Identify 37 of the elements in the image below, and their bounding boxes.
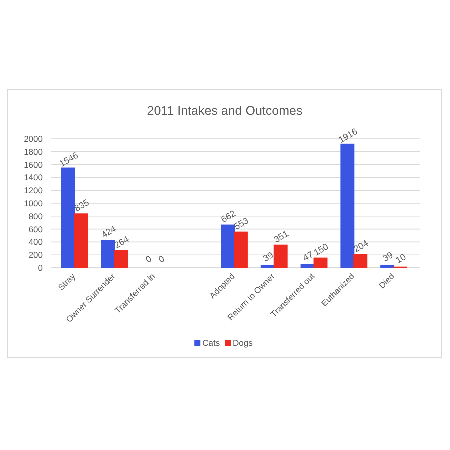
data-label: 39 bbox=[262, 250, 276, 264]
bar bbox=[114, 250, 128, 268]
data-label: 1916 bbox=[337, 126, 360, 146]
y-tick-label: 400 bbox=[28, 237, 44, 248]
data-label: 1546 bbox=[58, 150, 80, 170]
bar bbox=[62, 168, 76, 268]
bar bbox=[354, 254, 368, 268]
bar bbox=[300, 264, 315, 268]
y-tick-label: 800 bbox=[28, 211, 44, 222]
legend-label: Cats bbox=[202, 338, 220, 348]
y-tick-label: 1400 bbox=[24, 172, 44, 183]
y-tick-label: 1600 bbox=[24, 160, 44, 170]
y-tick-label: 600 bbox=[28, 224, 44, 234]
chart-title: 2011 Intakes and Outcomes bbox=[147, 104, 303, 118]
data-label: 204 bbox=[352, 238, 370, 254]
bar bbox=[101, 240, 116, 268]
bar bbox=[221, 224, 235, 268]
y-tick-label: 1000 bbox=[24, 198, 44, 208]
bar bbox=[234, 232, 248, 268]
bar bbox=[380, 264, 395, 268]
y-tick-label: 1200 bbox=[24, 186, 44, 196]
data-label: 0 bbox=[157, 254, 166, 265]
bar bbox=[314, 258, 328, 268]
data-label: 351 bbox=[272, 228, 290, 245]
data-label: 10 bbox=[394, 252, 408, 266]
data-label: 0 bbox=[144, 254, 154, 265]
bar bbox=[260, 264, 275, 268]
y-tick-label: 0 bbox=[38, 262, 44, 273]
data-label: 835 bbox=[72, 197, 91, 214]
legend-label: Dogs bbox=[233, 338, 253, 348]
bar bbox=[74, 214, 88, 268]
y-tick-label: 200 bbox=[28, 250, 44, 260]
y-tick-label: 1800 bbox=[24, 146, 44, 157]
bar bbox=[274, 244, 288, 268]
y-tick-label: 2000 bbox=[24, 134, 44, 144]
data-label: 39 bbox=[381, 250, 395, 264]
bar bbox=[340, 144, 355, 268]
